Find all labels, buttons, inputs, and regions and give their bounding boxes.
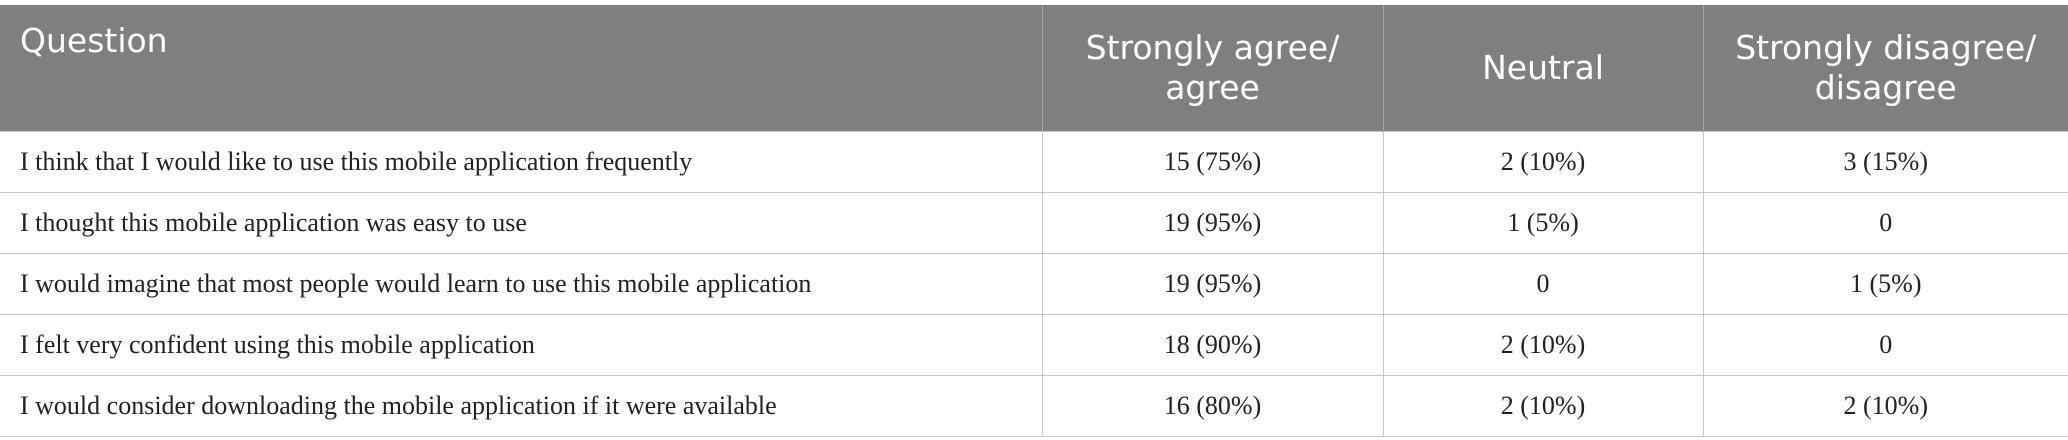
table-row: I would imagine that most people would l… (0, 253, 2068, 315)
header-cell: Neutral (1382, 5, 1703, 132)
table-cell: 1 (5%) (1382, 192, 1704, 254)
table-cell: I thought this mobile application was ea… (0, 192, 1043, 254)
table-cell: I felt very confident using this mobile … (0, 314, 1043, 376)
table-cell: I think that I would like to use this mo… (0, 131, 1043, 193)
table-row: I felt very confident using this mobile … (0, 314, 2068, 376)
table-cell: 19 (95%) (1041, 192, 1384, 254)
table: Question Strongly agree/ agree Neutral Stro… (0, 5, 2068, 437)
table-cell: I would consider downloading the mobile … (0, 375, 1043, 437)
table-cell: 0 (1702, 314, 2068, 376)
header-cell: Question (0, 5, 1042, 132)
table-cell: 0 (1702, 192, 2068, 254)
table-cell: 1 (5%) (1702, 253, 2068, 315)
table-cell: 19 (95%) (1041, 253, 1384, 315)
table-cell: I would imagine that most people would l… (0, 253, 1043, 315)
header-row: Question Strongly agree/ agree Neutral Stro… (0, 5, 2068, 132)
table-cell: 0 (1382, 253, 1704, 315)
table-cell: 16 (80%) (1041, 375, 1384, 437)
table-cell: 2 (10%) (1382, 314, 1704, 376)
table-cell: 2 (10%) (1382, 375, 1704, 437)
table-row: I think that I would like to use this mo… (0, 131, 2068, 193)
table-body: I think that I would like to use this mo… (0, 131, 2068, 437)
table-row: I thought this mobile application was ea… (0, 192, 2068, 254)
table-cell: 2 (10%) (1382, 131, 1704, 193)
table-cell: 15 (75%) (1041, 131, 1384, 193)
table-cell: 18 (90%) (1041, 314, 1384, 376)
table-cell: 3 (15%) (1702, 131, 2068, 193)
table-cell: 2 (10%) (1702, 375, 2068, 437)
header-cell: Strongly agree/ agree (1041, 5, 1383, 132)
header-cell: Strongly disagree/ disagree (1702, 5, 2068, 132)
table-row: I would consider downloading the mobile … (0, 375, 2068, 437)
